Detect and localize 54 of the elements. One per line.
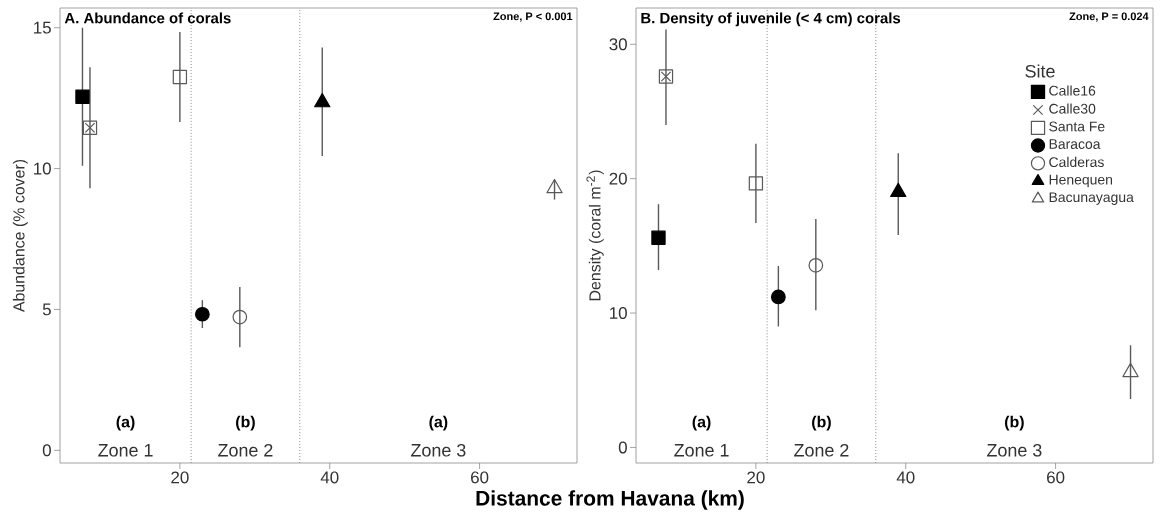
legend-label: Calle16 xyxy=(1049,85,1096,96)
chart-title: A. Abundance of corals xyxy=(64,12,231,24)
x-tick-label: 40 xyxy=(896,471,915,484)
x-tick-label: 40 xyxy=(320,471,339,484)
annotation: (a) xyxy=(692,415,711,431)
point xyxy=(232,309,248,325)
annotation: (a) xyxy=(116,415,135,431)
y-tick-label: 0 xyxy=(618,441,627,454)
y-tick-label: 0 xyxy=(42,444,51,457)
chart-title: B. Density of juvenile (< 4 cm) corals xyxy=(641,12,901,27)
annotation: (b) xyxy=(236,415,255,431)
y-tick-label: 15 xyxy=(34,21,51,34)
x-tick-label: 60 xyxy=(471,471,489,484)
legend-label: Henequen xyxy=(1049,174,1112,188)
annotation: (b) xyxy=(1005,415,1024,431)
x-axis-title: Distance from Havana (km) xyxy=(476,490,744,510)
point xyxy=(770,289,786,305)
annotation: Zone 3 xyxy=(411,443,466,457)
y-axis-title: Density (coral m$^{-2}$) xyxy=(586,170,604,301)
y-tick-label: 10 xyxy=(610,307,627,320)
point xyxy=(808,257,824,273)
y-tick-label: 5 xyxy=(42,303,51,316)
annotation: Zone 2 xyxy=(218,443,273,457)
y-axis-title: Abundance (% cover) xyxy=(12,159,28,313)
point xyxy=(748,176,764,191)
legend-label: Santa Fe xyxy=(1049,121,1105,132)
annotation: Zone 1 xyxy=(98,444,153,457)
point xyxy=(1122,362,1139,378)
y-tick-label: 30 xyxy=(609,38,627,51)
annotation: Zone 3 xyxy=(987,443,1042,457)
point xyxy=(75,89,90,104)
point xyxy=(890,182,907,198)
legend-label: Baracoa xyxy=(1049,139,1101,149)
point xyxy=(651,230,666,245)
point xyxy=(314,93,331,108)
legend-label: Calle30 xyxy=(1049,103,1096,114)
point xyxy=(82,120,98,135)
x-tick-label: 60 xyxy=(1047,471,1065,484)
annotation: Zone, P = 0.024 xyxy=(1069,12,1149,22)
point xyxy=(194,306,210,322)
legend-label: Calderas xyxy=(1049,156,1104,168)
point xyxy=(658,69,674,84)
point xyxy=(172,69,188,85)
annotation: Zone 2 xyxy=(794,443,849,457)
annotation: (a) xyxy=(429,415,448,431)
x-tick-label: 20 xyxy=(747,471,765,484)
legend-title: Site xyxy=(1025,64,1055,78)
y-tick-label: 20 xyxy=(609,172,627,185)
annotation: Zone, P < 0.001 xyxy=(493,12,573,22)
x-tick-label: 20 xyxy=(171,471,189,484)
y-tick-label: 10 xyxy=(34,162,51,175)
annotation: Zone 1 xyxy=(674,444,729,457)
annotation: (b) xyxy=(812,415,831,431)
legend-label: Bacunayagua xyxy=(1049,192,1134,205)
